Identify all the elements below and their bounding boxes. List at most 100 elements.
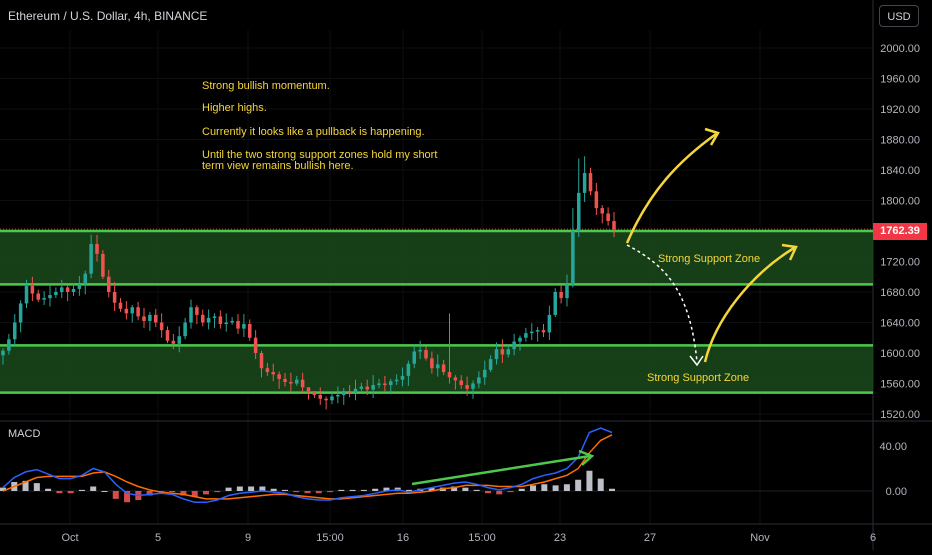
- price-tick-label: 1640.00: [880, 318, 920, 330]
- annotation-note-3: Currently it looks like a pullback is ha…: [202, 126, 425, 138]
- candle-body: [388, 381, 393, 386]
- candle-body: [330, 396, 334, 401]
- macd-histogram-bar: [0, 487, 6, 491]
- candle-body: [318, 394, 323, 399]
- candle-body: [571, 231, 575, 285]
- annotation-note-4: Until the two strong support zones hold …: [202, 149, 438, 161]
- candle-body: [606, 213, 610, 222]
- macd-histogram-bar: [338, 489, 345, 491]
- candle-body: [312, 391, 317, 395]
- macd-histogram-bar: [146, 491, 153, 496]
- candle-body: [136, 307, 140, 317]
- support-zone-1: [0, 231, 873, 285]
- macd-histogram-bar: [124, 491, 131, 503]
- price-tick-label: 1680.00: [880, 287, 920, 299]
- macd-histogram-bar: [33, 483, 40, 491]
- time-tick-label: 23: [554, 532, 566, 544]
- candle-body: [77, 284, 82, 289]
- time-tick-label: 5: [155, 532, 161, 544]
- macd-histogram-bar: [293, 491, 300, 493]
- macd-histogram-bar: [609, 488, 615, 491]
- candle-body: [247, 324, 252, 338]
- macd-histogram-bar: [101, 491, 108, 492]
- candle-body: [512, 341, 516, 350]
- bounce-path-arrow: [703, 246, 795, 363]
- candle-body: [494, 349, 499, 360]
- candle-body: [195, 307, 199, 315]
- annotation-note-2: Higher highs.: [202, 102, 267, 114]
- candle-body: [271, 372, 276, 375]
- macd-histogram-bar: [462, 487, 469, 491]
- candle-body: [294, 379, 299, 384]
- macd-histogram-bar: [203, 491, 209, 495]
- macd-histogram-bar: [259, 486, 266, 491]
- candle-body: [118, 302, 123, 309]
- candle-body: [406, 363, 411, 376]
- candle-body: [347, 391, 352, 393]
- macd-tick-label: 40.00: [879, 441, 907, 453]
- time-tick-label: Nov: [750, 532, 770, 544]
- time-tick-label: 15:00: [316, 532, 344, 544]
- macd-histogram-bar: [281, 489, 288, 491]
- macd-indicator-label[interactable]: MACD: [8, 428, 41, 440]
- time-tick-label: Oct: [61, 532, 78, 544]
- price-tick-label: 2000.00: [880, 43, 920, 55]
- candle-body: [529, 331, 534, 334]
- macd-histogram-bar: [90, 486, 97, 491]
- currency-button[interactable]: USD: [879, 5, 919, 27]
- time-tick-label: 6: [870, 532, 876, 544]
- candle-body: [165, 330, 170, 341]
- time-tick-label: 16: [397, 532, 409, 544]
- macd-histogram-bar: [327, 491, 334, 493]
- macd-histogram-bar: [563, 484, 570, 491]
- candle-body: [265, 368, 270, 373]
- pullback-path-arrow: [626, 244, 698, 363]
- candle-body: [553, 292, 558, 315]
- candle-body: [95, 243, 99, 254]
- macd-histogram-bar: [169, 491, 176, 493]
- macd-histogram-bar: [56, 491, 63, 494]
- price-tick-label: 1920.00: [880, 104, 920, 116]
- macd-histogram-bar: [22, 480, 29, 491]
- macd-line: [2, 427, 613, 504]
- macd-histogram-bar: [484, 491, 491, 494]
- candle-body: [383, 383, 387, 386]
- candle-body: [12, 322, 17, 340]
- candle-body: [588, 173, 593, 192]
- macd-histogram-bar: [586, 470, 593, 491]
- candle-body: [453, 377, 458, 381]
- macd-histogram-bar: [225, 487, 232, 491]
- candle-body: [482, 369, 487, 378]
- macd-tick-label: 0.00: [886, 486, 907, 498]
- macd-histogram-bar: [360, 489, 367, 491]
- annotation-note-5: term view remains bullish here.: [202, 160, 354, 172]
- candle-body: [171, 340, 176, 344]
- macd-histogram-bar: [67, 491, 74, 494]
- candle-body: [42, 298, 46, 300]
- candle-body: [524, 333, 528, 338]
- macd-histogram-bar: [112, 491, 119, 499]
- candle-body: [306, 387, 311, 392]
- macd-histogram-bar: [304, 491, 311, 494]
- candle-body: [30, 285, 35, 294]
- candle-body: [124, 308, 129, 314]
- candle-body: [576, 192, 581, 231]
- macd-histogram-bar: [597, 478, 604, 491]
- candle-body: [1, 350, 5, 356]
- last-price-tag: 1762.39: [873, 223, 927, 240]
- macd-histogram-bar: [473, 489, 480, 491]
- candle-body: [565, 284, 569, 299]
- candle-body: [106, 276, 111, 292]
- price-tick-label: 1960.00: [880, 74, 920, 86]
- candle-body: [300, 379, 305, 388]
- candle-body: [101, 253, 105, 277]
- bounce-path-arrowhead: [781, 243, 798, 261]
- candle-body: [206, 317, 211, 323]
- candle-body: [218, 316, 223, 325]
- candle-body: [365, 386, 370, 390]
- time-tick-label: 9: [245, 532, 251, 544]
- candle-body: [230, 320, 234, 323]
- candle-body: [253, 337, 258, 353]
